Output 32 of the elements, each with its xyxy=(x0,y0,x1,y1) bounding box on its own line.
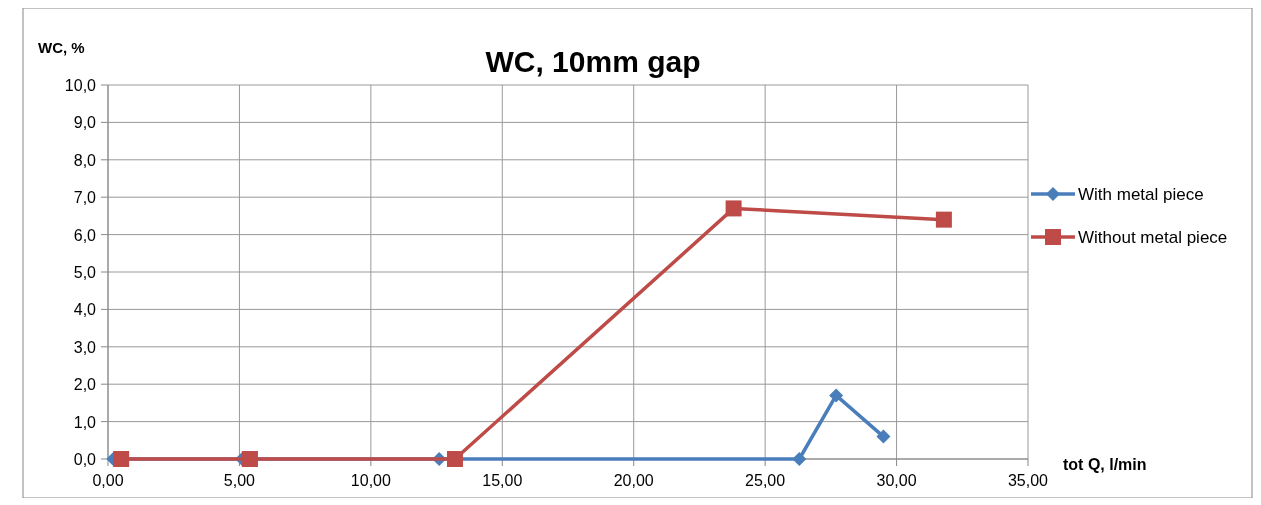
x-tick-label: 15,00 xyxy=(482,472,523,489)
y-tick-label: 9,0 xyxy=(73,114,97,132)
y-tick-label: 1,0 xyxy=(73,413,97,431)
y-tick-label: 6,0 xyxy=(73,226,97,244)
x-tick-label: 35,00 xyxy=(1007,472,1049,489)
y-tick-label: 7,0 xyxy=(73,189,97,207)
y-tick-label: 0,0 xyxy=(73,451,97,468)
x-tick-label: 0,00 xyxy=(92,472,124,489)
point xyxy=(935,211,952,228)
y-tick-label: 5,0 xyxy=(73,264,97,281)
y-tick-label: 3,0 xyxy=(73,338,97,356)
point xyxy=(876,429,891,444)
chart-title: WC, 10mm gap xyxy=(485,45,701,78)
legend-label: Without metal piece xyxy=(1078,228,1228,247)
y-tick-label: 10,0 xyxy=(64,77,97,94)
point xyxy=(829,388,844,403)
point xyxy=(792,452,807,466)
point xyxy=(113,451,130,467)
x-axis-title: tot Q, l/min xyxy=(1063,456,1147,473)
x-tick-label: 10,00 xyxy=(350,472,391,489)
legend-label: With metal piece xyxy=(1078,185,1204,204)
x-tick-label: 5,00 xyxy=(223,472,256,489)
point xyxy=(446,451,463,467)
x-tick-label: 25,00 xyxy=(745,472,786,489)
y-tick-label: 2,0 xyxy=(73,376,97,394)
y-axis-title: WC, % xyxy=(38,39,85,56)
x-tick-label: 30,00 xyxy=(876,472,917,489)
y-tick-label: 8,0 xyxy=(73,151,97,169)
y-tick-label: 4,0 xyxy=(73,301,97,319)
point xyxy=(725,200,742,217)
x-tick-label: 20,00 xyxy=(613,472,654,489)
point xyxy=(241,451,258,467)
